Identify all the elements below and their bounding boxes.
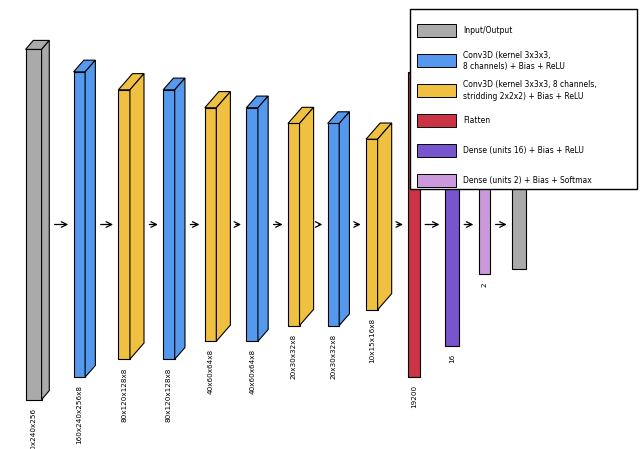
Polygon shape: [328, 123, 339, 326]
Polygon shape: [26, 40, 49, 49]
Text: 20x30x32x8: 20x30x32x8: [330, 334, 337, 379]
FancyBboxPatch shape: [410, 9, 637, 189]
Polygon shape: [118, 90, 130, 359]
Text: 40x60x64x8: 40x60x64x8: [249, 349, 255, 395]
Polygon shape: [258, 96, 268, 341]
Polygon shape: [366, 123, 392, 139]
Polygon shape: [328, 112, 349, 123]
Polygon shape: [74, 72, 85, 377]
Polygon shape: [42, 40, 49, 400]
Bar: [417, 54, 456, 67]
Polygon shape: [378, 123, 392, 310]
Polygon shape: [163, 90, 175, 359]
Polygon shape: [163, 78, 185, 90]
Polygon shape: [118, 74, 144, 90]
Polygon shape: [288, 123, 300, 326]
Polygon shape: [205, 108, 216, 341]
Bar: [417, 174, 456, 187]
Text: Dense (units 2) + Bias + Softmax: Dense (units 2) + Bias + Softmax: [463, 176, 592, 185]
Text: Conv3D (kernel 3x3x3,
8 channels) + Bias + ReLU: Conv3D (kernel 3x3x3, 8 channels) + Bias…: [463, 51, 565, 70]
Polygon shape: [479, 175, 490, 274]
Polygon shape: [130, 74, 144, 359]
Text: Conv3D (kernel 3x3x3, 8 channels,
stridding 2x2x2) + Bias + ReLU: Conv3D (kernel 3x3x3, 8 channels, stridd…: [463, 80, 597, 101]
Polygon shape: [339, 112, 349, 326]
Polygon shape: [300, 107, 314, 326]
Bar: [417, 24, 456, 37]
Polygon shape: [366, 139, 378, 310]
Text: 40x60x64x8: 40x60x64x8: [207, 349, 214, 395]
Polygon shape: [512, 180, 526, 269]
Polygon shape: [408, 72, 420, 377]
Text: 16: 16: [449, 354, 455, 363]
Text: 20x30x32x8: 20x30x32x8: [291, 334, 297, 379]
Polygon shape: [85, 60, 95, 377]
Text: Flatten: Flatten: [463, 116, 490, 125]
Text: Input/Output: Input/Output: [463, 26, 513, 35]
Text: 2: 2: [481, 282, 488, 286]
Text: 19200: 19200: [411, 385, 417, 409]
Bar: [417, 84, 456, 97]
Text: 160x240x256x8: 160x240x256x8: [76, 385, 83, 444]
Polygon shape: [445, 103, 459, 346]
Text: 10x15x16x8: 10x15x16x8: [369, 318, 375, 363]
Text: Dense (units 16) + Bias + ReLU: Dense (units 16) + Bias + ReLU: [463, 146, 584, 155]
Polygon shape: [74, 60, 95, 72]
Text: 80x120x128x8: 80x120x128x8: [166, 367, 172, 422]
Polygon shape: [246, 96, 268, 108]
Bar: [417, 144, 456, 157]
Polygon shape: [26, 49, 42, 400]
Polygon shape: [246, 108, 258, 341]
Text: 160x240x256: 160x240x256: [31, 408, 36, 449]
Polygon shape: [288, 107, 314, 123]
Bar: [417, 114, 456, 127]
Text: 80x120x128x8: 80x120x128x8: [121, 367, 127, 422]
Polygon shape: [216, 92, 230, 341]
Polygon shape: [205, 92, 230, 108]
Polygon shape: [175, 78, 185, 359]
